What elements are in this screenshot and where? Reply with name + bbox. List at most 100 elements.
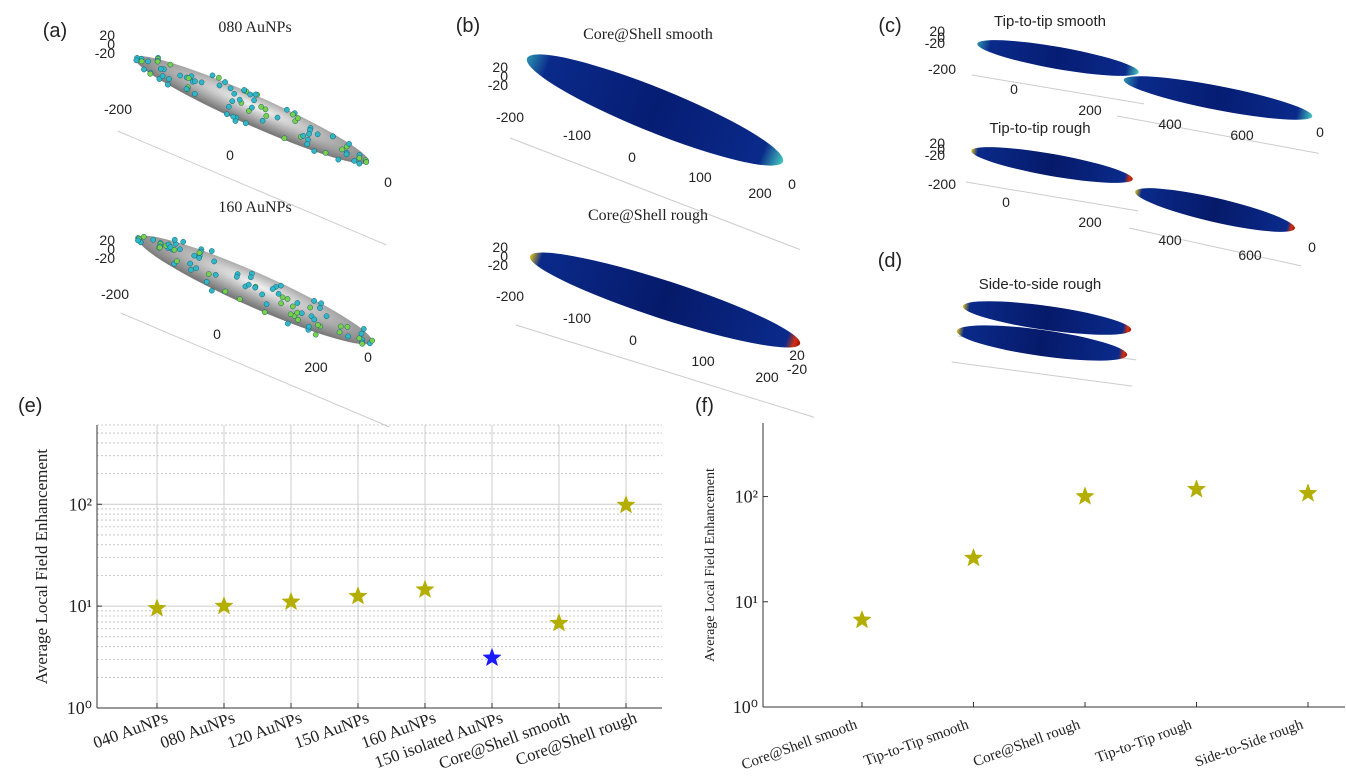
render-axis [966,182,1138,211]
nanoparticle [264,302,269,307]
render-body [519,38,791,182]
render-title: 080 AuNPs [218,19,291,36]
nanoparticle [188,261,193,266]
nanoparticle [295,300,300,305]
nanoparticle [243,121,248,126]
nanoparticle [194,266,199,271]
nanoparticle [346,334,351,339]
panel-label: (f) [695,395,714,417]
render-tick-label: -200 [101,286,129,302]
render-tick-label: 0 [1316,124,1324,140]
render-plot [516,238,814,417]
x-tick-label: Core@Shell rough [971,717,1083,771]
render-tick-label: -20 [925,35,945,51]
nanoparticle [306,131,311,136]
nanoparticle [357,155,362,160]
nanoparticle [134,58,139,63]
render-tick-label: 0 [1308,239,1316,255]
star-marker [853,611,871,628]
render-tick-label: 600 [1230,127,1254,143]
nanoparticle [295,310,300,315]
nanoparticle [345,324,350,329]
render-tick-label: 100 [688,169,712,185]
nanoparticle [141,67,146,72]
nanoparticle [242,87,247,92]
render-body [1121,68,1314,128]
render-tick-label: 0 [788,176,796,192]
nanoparticle [216,75,221,80]
nanoparticle [275,115,280,120]
panel-label: (b) [456,15,480,37]
nanoparticle [278,283,283,288]
render-tick-label: -200 [496,109,524,125]
nanoparticle [237,297,242,302]
nanoparticle [311,298,316,303]
y-tick-label: 10² [69,494,92,514]
nanoparticle [284,107,289,112]
nanoparticle [276,291,281,296]
nanoparticle [364,159,369,164]
nanoparticle [224,112,229,117]
x-tick-label: Core@Shell smooth [740,717,860,774]
nanoparticle [197,250,202,255]
nanoparticle [278,301,283,306]
nanoparticle [226,104,231,109]
nanoparticle [178,73,183,78]
render-body [1132,180,1297,240]
nanoparticle [285,321,290,326]
render-axis [1129,228,1301,266]
render-tick-label: -20 [488,77,508,93]
star-marker [1299,484,1317,501]
nanoparticle [253,92,258,97]
nanoparticle [174,258,179,263]
nanoparticle [370,338,375,343]
render-tick-label: -100 [563,127,591,143]
render-tick-label: 200 [1078,102,1102,118]
panel-label: (a) [43,20,67,42]
panel-label: (d) [878,250,902,272]
nanoparticle [285,296,290,301]
nanoparticle [301,133,306,138]
render-title: 160 AuNPs [218,199,291,216]
render-axis [972,75,1144,104]
nanoparticle [337,330,342,335]
nanoparticle [148,71,153,76]
nanoparticle [209,288,214,293]
render-axis [1117,116,1319,153]
nanoparticle [199,80,204,85]
nanoparticle [260,292,265,297]
nanoparticle [248,92,253,97]
nanoparticle [157,245,162,250]
render-body [969,140,1134,190]
nanoparticle [189,267,194,272]
render-tick-label: -200 [496,288,524,304]
render-title: Core@Shell rough [588,207,708,224]
nanoparticle [262,310,267,315]
nanoparticle [192,79,197,84]
nanoparticle [151,237,156,242]
nanoparticle [359,331,364,336]
nanoparticle [338,324,343,329]
render-body [975,33,1140,83]
nanoparticle [295,116,300,121]
y-tick-label: 10¹ [69,596,92,616]
nanoparticle [248,275,253,280]
render-tick-label: -20 [95,45,115,61]
nanoparticle [312,148,317,153]
nanoparticle [330,134,335,139]
star-marker [1188,480,1206,497]
y-tick-label: 10² [735,487,758,507]
render-tick-label: 100 [691,353,715,369]
nanoparticle [260,118,265,123]
render-tick-label: 200 [304,359,328,375]
render-tick-label: 400 [1158,116,1182,132]
panel-label: (c) [878,15,901,37]
render-tick-label: -200 [928,176,956,192]
nanoparticle [340,147,345,152]
nanoparticle [165,82,170,87]
y-axis-label: Average Local Field Enhancement [32,449,51,684]
nanoparticle [145,59,150,64]
nanoparticle [141,234,146,239]
nanoparticle [231,114,236,119]
nanoparticle [352,158,357,163]
